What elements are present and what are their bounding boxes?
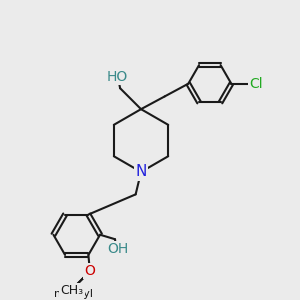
Text: N: N [135, 164, 147, 179]
Text: HO: HO [107, 70, 128, 84]
Text: Cl: Cl [249, 77, 263, 91]
Text: O: O [85, 264, 95, 278]
Text: CH₃: CH₃ [60, 284, 83, 297]
Text: methyl: methyl [54, 289, 93, 299]
Text: OH: OH [107, 242, 129, 256]
